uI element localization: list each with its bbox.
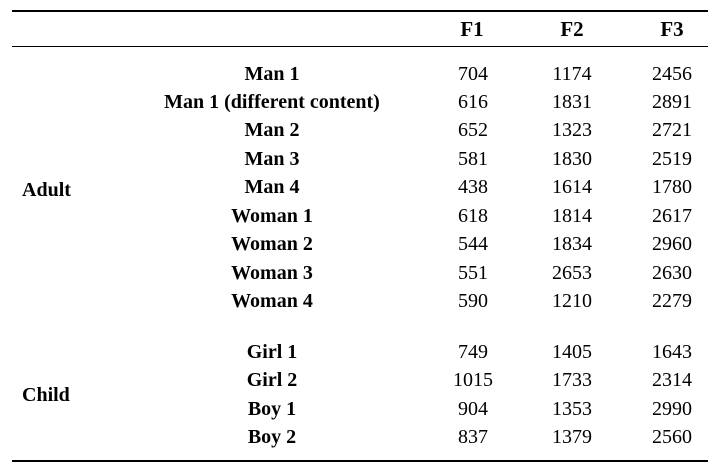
speaker-name: Girl 2 (246, 369, 298, 391)
f3-value: 2721 (652, 119, 692, 141)
speaker-name: Woman 2 (231, 233, 313, 255)
f3-value: 2960 (652, 233, 692, 255)
f2-value: 1834 (552, 233, 592, 255)
speaker-name: Woman 4 (231, 290, 313, 312)
speaker-name: Man 4 (244, 176, 300, 198)
table-row: Woman 4 590 1210 2279 (12, 287, 708, 315)
f1-value: 544 (458, 233, 488, 255)
f1-value: 618 (458, 205, 488, 227)
f3-value: 1780 (652, 176, 692, 198)
speaker-name: Man 1 (different content) (164, 91, 380, 113)
f1-value: 581 (458, 148, 488, 170)
f2-value: 1323 (552, 119, 592, 141)
table-row: Girl 2 1015 1733 2314 (12, 366, 708, 394)
bottom-rule (12, 460, 708, 462)
header-f3: F3 (660, 17, 684, 41)
header-f1: F1 (460, 17, 484, 41)
top-rule (12, 10, 708, 12)
f1-value: 652 (458, 119, 488, 141)
speaker-name: Woman 3 (231, 262, 313, 284)
table-row: Man 3 581 1830 2519 (12, 145, 708, 173)
header-rule (12, 46, 708, 47)
f1-value: 551 (458, 262, 488, 284)
f3-value: 2990 (652, 398, 692, 420)
f2-value: 1733 (552, 369, 592, 391)
f3-value: 2456 (652, 63, 692, 85)
f1-value: 837 (458, 426, 488, 448)
speaker-name: Man 2 (244, 119, 300, 141)
f2-value: 1614 (552, 176, 592, 198)
f2-value: 1174 (552, 63, 592, 85)
table-row: Man 1 704 1174 2456 (12, 60, 708, 88)
speaker-name: Boy 1 (247, 398, 297, 420)
f1-value: 1015 (453, 369, 493, 391)
f3-value: 2279 (652, 290, 692, 312)
table-row: Man 1 (different content) 616 1831 2891 (12, 88, 708, 116)
f2-value: 1353 (552, 398, 592, 420)
table-row: Man 4 438 1614 1780 (12, 173, 708, 201)
f3-value: 2630 (652, 262, 692, 284)
speaker-name: Girl 1 (246, 341, 298, 363)
f2-value: 1831 (552, 91, 592, 113)
f1-value: 438 (458, 176, 488, 198)
speaker-name: Man 1 (244, 63, 300, 85)
f1-value: 590 (458, 290, 488, 312)
f1-value: 904 (458, 398, 488, 420)
f3-value: 2519 (652, 148, 692, 170)
f1-value: 704 (458, 63, 488, 85)
f3-value: 2560 (652, 426, 692, 448)
table-row: Woman 3 551 2653 2630 (12, 259, 708, 287)
f2-value: 1814 (552, 205, 592, 227)
table-row: Boy 2 837 1379 2560 (12, 423, 708, 451)
table-row: Woman 1 618 1814 2617 (12, 202, 708, 230)
table-row: Boy 1 904 1353 2990 (12, 395, 708, 423)
table-row: Girl 1 749 1405 1643 (12, 338, 708, 366)
header-f2: F2 (560, 17, 584, 41)
table-row: Man 2 652 1323 2721 (12, 116, 708, 144)
f2-value: 1405 (552, 341, 592, 363)
group-label-child: Child (22, 384, 70, 406)
f2-value: 2653 (552, 262, 592, 284)
table-row: Woman 2 544 1834 2960 (12, 230, 708, 258)
speaker-name: Woman 1 (231, 205, 313, 227)
formant-table: F1 F2 F3 Adult Man 1 704 1174 2456 Man 1… (12, 0, 708, 468)
f1-value: 749 (458, 341, 488, 363)
f2-value: 1379 (552, 426, 592, 448)
speaker-name: Boy 2 (247, 426, 297, 448)
f1-value: 616 (458, 91, 488, 113)
group-label-adult: Adult (22, 179, 71, 201)
speaker-name: Man 3 (244, 148, 300, 170)
f2-value: 1210 (552, 290, 592, 312)
f3-value: 2314 (652, 369, 692, 391)
f3-value: 2891 (652, 91, 692, 113)
f3-value: 2617 (652, 205, 692, 227)
f3-value: 1643 (652, 341, 692, 363)
f2-value: 1830 (552, 148, 592, 170)
